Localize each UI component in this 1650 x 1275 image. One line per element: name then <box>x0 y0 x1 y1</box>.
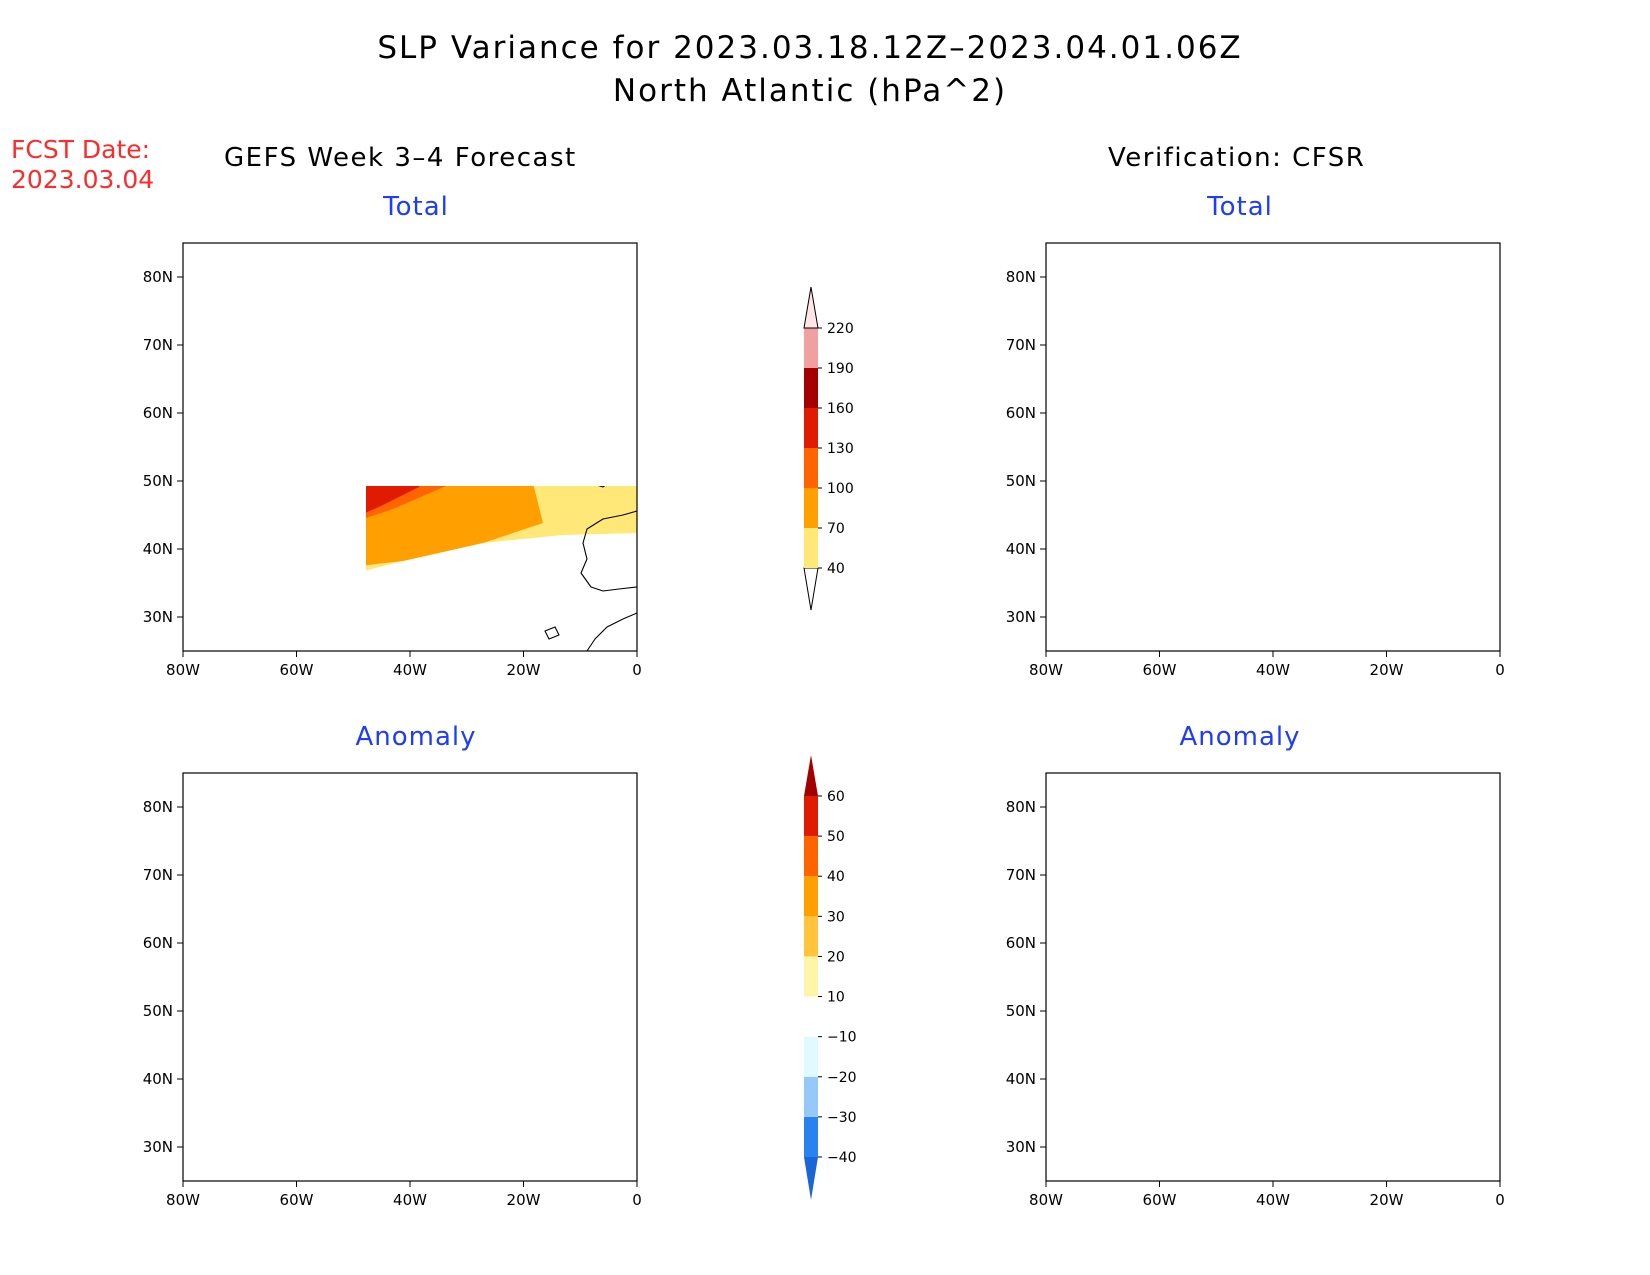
colorbar-anomaly-swatch <box>804 1036 818 1077</box>
forecast-date-value: 2023.03.04 <box>11 165 155 194</box>
colorbar-anomaly-label: 30 <box>827 909 845 925</box>
lat-tick-label: 30N <box>143 1138 173 1156</box>
lon-tick-label: 0 <box>632 1191 642 1209</box>
lon-tick-label: 0 <box>1495 1191 1505 1209</box>
lat-tick-label: 70N <box>1006 866 1036 884</box>
chart-subtitle: North Atlantic (hPa^2) <box>612 73 1008 109</box>
colorbar-total-swatch <box>804 448 818 488</box>
lat-tick-label: 60N <box>143 404 173 422</box>
lon-tick-label: 40W <box>1256 1191 1290 1209</box>
lon-tick-label: 40W <box>393 661 427 679</box>
lat-tick-label: 30N <box>1006 1138 1036 1156</box>
colorbar-anomaly-label: −10 <box>827 1030 857 1046</box>
lat-tick-label: 80N <box>1006 798 1036 816</box>
lat-tick-label: 30N <box>143 608 173 626</box>
lat-tick-label: 40N <box>143 1070 173 1088</box>
lat-tick-label: 50N <box>143 472 173 490</box>
lat-tick-label: 40N <box>1006 540 1036 558</box>
colorbar-total-label: 220 <box>827 321 854 337</box>
colorbar-anomaly-swatch <box>804 1116 818 1157</box>
colorbar-anomaly-swatch <box>804 836 818 877</box>
panel-title-forecast-anomaly: Anomaly <box>355 722 477 752</box>
column-title-forecast: GEFS Week 3–4 Forecast <box>224 143 577 173</box>
colorbar-anomaly-label: 60 <box>827 789 845 805</box>
lat-tick-label: 60N <box>143 934 173 952</box>
map-panel-verification-anomaly <box>1039 772 1501 1188</box>
lon-tick-label: 0 <box>1495 661 1505 679</box>
lat-tick-label: 70N <box>143 866 173 884</box>
lat-tick-label: 50N <box>1006 472 1036 490</box>
panel-title-verification-anomaly: Anomaly <box>1179 722 1301 752</box>
colorbar-anomaly-label: 20 <box>827 949 845 965</box>
lat-tick-label: 80N <box>143 798 173 816</box>
lon-tick-label: 0 <box>632 661 642 679</box>
colorbar-anomaly-label: 40 <box>827 869 845 885</box>
lon-tick-label: 60W <box>280 661 314 679</box>
lat-tick-label: 80N <box>143 268 173 286</box>
colorbar-total-label: 160 <box>827 401 854 417</box>
forecast-date-label: FCST Date: <box>11 135 151 164</box>
colorbar-anomaly: −40 −30 −20 −10 10 20 30 40 50 60 <box>804 755 857 1200</box>
colorbar-total-label: 70 <box>827 521 845 537</box>
colorbar-anomaly-label: −20 <box>827 1070 857 1086</box>
lon-tick-label: 80W <box>166 661 200 679</box>
colorbar-anomaly-high-end <box>804 755 818 796</box>
colorbar-total-label: 40 <box>827 561 845 577</box>
lon-tick-label: 60W <box>1143 661 1177 679</box>
forecast-date: FCST Date: 2023.03.04 <box>11 135 154 195</box>
map-panel-verification-total <box>1039 242 1501 658</box>
colorbar-total-label: 130 <box>827 441 854 457</box>
chart-title: SLP Variance for 2023.03.18.12Z–2023.04.… <box>377 30 1243 66</box>
lon-tick-label: 40W <box>393 1191 427 1209</box>
colorbar-total-label: 190 <box>827 361 854 377</box>
lon-tick-label: 80W <box>1029 1191 1063 1209</box>
colorbar-anomaly-swatch <box>804 1076 818 1117</box>
panel-title-verification-total: Total <box>1207 192 1273 222</box>
lat-tick-label: 60N <box>1006 934 1036 952</box>
colorbar-anomaly-swatch <box>804 876 818 917</box>
lon-tick-label: 20W <box>1370 661 1404 679</box>
lon-tick-label: 20W <box>507 1191 541 1209</box>
panel-title-forecast-total: Total <box>383 192 449 222</box>
lat-tick-label: 30N <box>1006 608 1036 626</box>
colorbar-total-swatch <box>804 328 818 368</box>
lon-tick-label: 40W <box>1256 661 1290 679</box>
lat-tick-label: 60N <box>1006 404 1036 422</box>
colorbar-total-low-end <box>803 567 819 611</box>
colorbar-anomaly-swatch <box>804 796 818 837</box>
column-title-verification: Verification: CFSR <box>1108 143 1366 173</box>
lon-tick-label: 20W <box>1370 1191 1404 1209</box>
colorbar-anomaly-label: −40 <box>827 1150 857 1166</box>
colorbar-total-swatch <box>804 488 818 528</box>
colorbar-total-high-end <box>803 286 819 329</box>
colorbar-anomaly-swatch <box>804 956 818 997</box>
colorbar-anomaly-swatch <box>804 996 818 1037</box>
colorbar-total-label: 100 <box>827 481 854 497</box>
colorbar-total-swatch <box>804 528 818 568</box>
axis-labels: 80W 60W 40W 20W 0 30N 40N 50N 60N 70N 80N 80W 60W 40W… <box>143 268 1505 1209</box>
colorbar-total-swatch <box>804 368 818 408</box>
lat-tick-label: 70N <box>1006 336 1036 354</box>
lat-tick-label: 80N <box>1006 268 1036 286</box>
lon-tick-label: 80W <box>1029 661 1063 679</box>
lon-tick-label: 60W <box>1143 1191 1177 1209</box>
colorbar-anomaly-low-end <box>804 1157 818 1200</box>
colorbar-anomaly-label: 50 <box>827 829 845 845</box>
lon-tick-label: 20W <box>507 661 541 679</box>
colorbar-anomaly-swatch <box>804 916 818 957</box>
lon-tick-label: 60W <box>280 1191 314 1209</box>
lat-tick-label: 70N <box>143 336 173 354</box>
lat-tick-label: 50N <box>143 1002 173 1020</box>
lat-tick-label: 50N <box>1006 1002 1036 1020</box>
lat-tick-label: 40N <box>1006 1070 1036 1088</box>
colorbar-anomaly-label: −30 <box>827 1110 857 1126</box>
map-panel-forecast-total <box>176 242 638 658</box>
map-panel-forecast-anomaly <box>176 772 638 1188</box>
lon-tick-label: 80W <box>166 1191 200 1209</box>
colorbar-anomaly-label: 10 <box>827 990 845 1006</box>
colorbar-total-swatch <box>804 408 818 448</box>
colorbar-total: 40 70 100 130 160 190 220 <box>803 286 854 611</box>
lat-tick-label: 40N <box>143 540 173 558</box>
